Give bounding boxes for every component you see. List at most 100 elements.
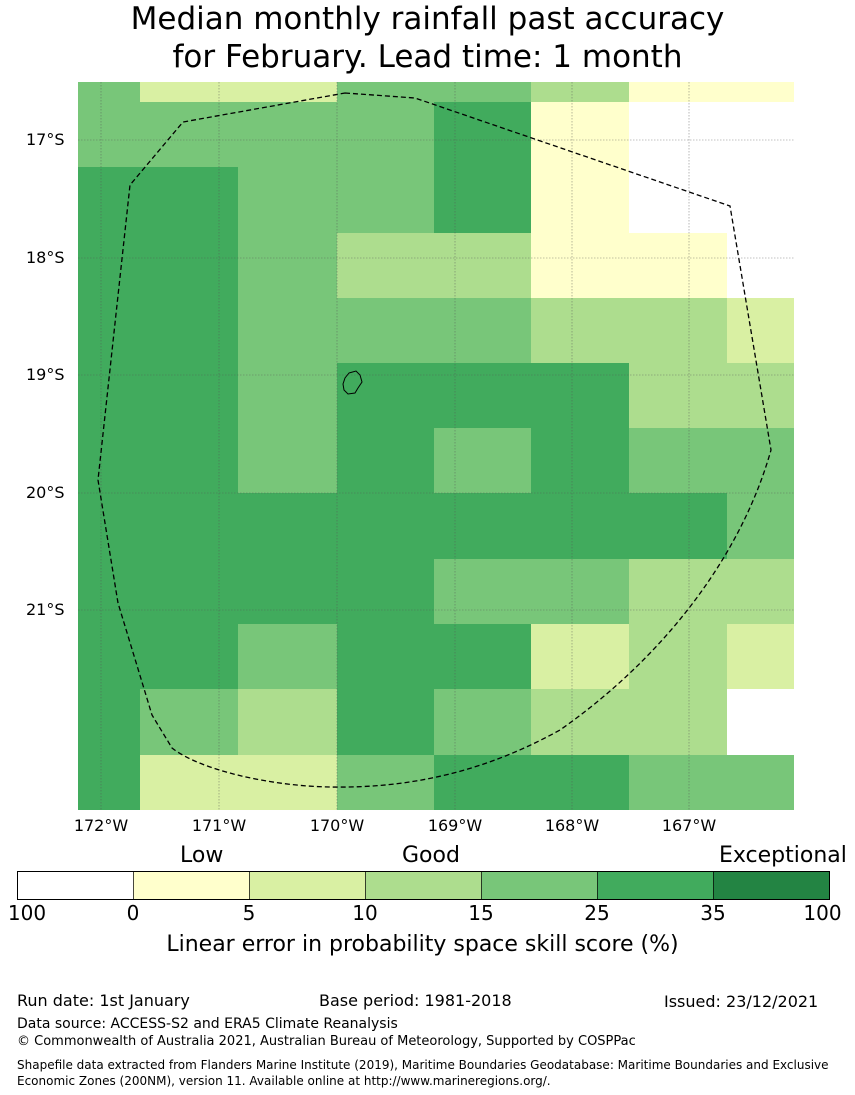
grid-cell — [434, 755, 531, 810]
grid-cell — [434, 559, 531, 624]
grid-cell — [434, 167, 531, 233]
grid-cell — [78, 493, 140, 559]
island-outline — [342, 370, 363, 395]
lat-label-18s: 18°S — [26, 248, 65, 267]
legend-category-good: Good — [402, 843, 460, 868]
issued-date: Issued: 23/12/2021 — [664, 992, 819, 1011]
graticule — [78, 82, 794, 810]
grid-cell — [78, 428, 140, 493]
lon-label-169w: 169°W — [427, 816, 483, 835]
legend-tick-0: 100 — [7, 901, 47, 925]
grid-cell — [78, 102, 140, 167]
grid-cell — [531, 82, 629, 102]
grid-cell — [337, 493, 434, 559]
legend-category-exceptional: Exceptional — [719, 843, 847, 868]
grid-cell — [727, 363, 794, 428]
grid-cell — [629, 624, 727, 689]
legend-tick-5: 25 — [584, 901, 610, 925]
legend-tick-1: 0 — [126, 901, 140, 925]
grid-cell — [238, 689, 337, 755]
legend-colorbar — [17, 871, 830, 900]
run-date: Run date: 1st January — [17, 991, 190, 1010]
grid-cell — [140, 624, 238, 689]
legend-swatch — [597, 871, 714, 900]
grid-cell — [531, 624, 629, 689]
legend-swatch — [481, 871, 598, 900]
grid-cell — [140, 755, 238, 810]
title-line-1: Median monthly rainfall past accuracy — [130, 1, 725, 37]
lon-label-172w: 172°W — [73, 816, 129, 835]
grid-cell — [727, 559, 794, 624]
data-source: Data source: ACCESS-S2 and ERA5 Climate … — [17, 1016, 398, 1032]
legend-title: Linear error in probability space skill … — [166, 932, 679, 957]
grid-cell — [140, 493, 238, 559]
grid-cell — [238, 363, 337, 428]
grid-cell — [337, 559, 434, 624]
grid-cell — [629, 298, 727, 363]
skill-grid-cells — [78, 82, 794, 810]
legend-tick-4: 15 — [468, 901, 494, 925]
grid-cell — [727, 82, 794, 102]
grid-cell — [78, 298, 140, 363]
grid-cell — [629, 428, 727, 493]
grid-cell — [140, 363, 238, 428]
legend-tick-6: 35 — [700, 901, 726, 925]
grid-cell — [78, 624, 140, 689]
grid-cell — [531, 428, 629, 493]
grid-cell — [337, 755, 434, 810]
lon-label-168w: 168°W — [544, 816, 600, 835]
grid-cell — [140, 428, 238, 493]
grid-cell — [78, 363, 140, 428]
title-line-2: for February. Lead time: 1 month — [172, 39, 683, 75]
grid-cell — [337, 102, 434, 167]
base-period: Base period: 1981-2018 — [319, 991, 512, 1010]
grid-cell — [238, 167, 337, 233]
grid-cell — [531, 102, 629, 167]
grid-cell — [434, 298, 531, 363]
grid-cell — [238, 82, 337, 102]
eez-boundary — [97, 92, 772, 788]
grid-cell — [434, 689, 531, 755]
skill-map — [78, 82, 794, 810]
grid-cell — [140, 233, 238, 298]
grid-cell — [78, 755, 140, 810]
grid-cell — [238, 559, 337, 624]
grid-cell — [140, 689, 238, 755]
grid-cell — [727, 493, 794, 559]
grid-cell — [531, 167, 629, 233]
legend-swatch — [713, 871, 830, 900]
grid-cell — [727, 428, 794, 493]
chart-title: Median monthly rainfall past accuracy fo… — [0, 0, 855, 76]
grid-cell — [78, 559, 140, 624]
grid-cell — [140, 298, 238, 363]
legend-swatch — [17, 871, 134, 900]
grid-cell — [78, 167, 140, 233]
grid-cell — [629, 559, 727, 624]
legend-tick-2: 5 — [242, 901, 256, 925]
copyright: © Commonwealth of Australia 2021, Austra… — [17, 1034, 636, 1049]
grid-cell — [629, 493, 727, 559]
grid-cell — [78, 233, 140, 298]
grid-cell — [140, 559, 238, 624]
grid-cell — [337, 363, 434, 428]
grid-cell — [434, 624, 531, 689]
grid-cell — [727, 624, 794, 689]
grid-cell — [531, 755, 629, 810]
legend-tick-7: 100 — [803, 901, 842, 925]
lon-label-171w: 171°W — [191, 816, 247, 835]
grid-cell — [434, 428, 531, 493]
lon-label-170w: 170°W — [309, 816, 365, 835]
grid-cell — [434, 82, 531, 102]
grid-cell — [531, 493, 629, 559]
grid-cell — [140, 102, 238, 167]
grid-cell — [434, 363, 531, 428]
grid-cell — [531, 689, 629, 755]
grid-cell — [531, 233, 629, 298]
grid-cell — [727, 298, 794, 363]
lon-label-167w: 167°W — [661, 816, 717, 835]
lat-label-17s: 17°S — [26, 130, 65, 149]
grid-cell — [140, 167, 238, 233]
grid-cell — [78, 689, 140, 755]
grid-cell — [238, 102, 337, 167]
lat-label-21s: 21°S — [26, 600, 65, 619]
